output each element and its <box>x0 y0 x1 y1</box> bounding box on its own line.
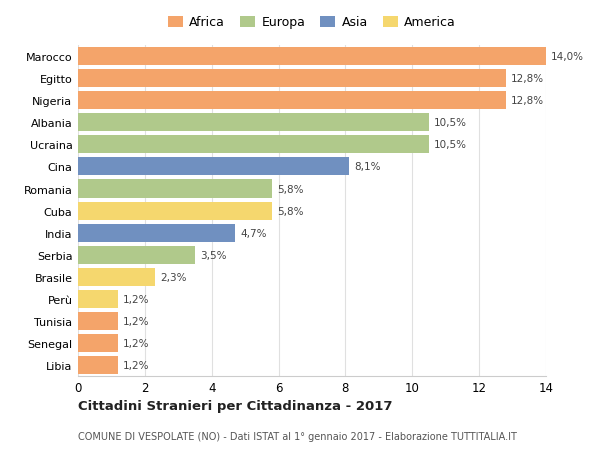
Text: 1,2%: 1,2% <box>123 360 149 370</box>
Text: 10,5%: 10,5% <box>434 140 467 150</box>
Bar <box>78 356 118 375</box>
Legend: Africa, Europa, Asia, America: Africa, Europa, Asia, America <box>164 12 460 33</box>
Bar <box>78 268 155 286</box>
Text: 14,0%: 14,0% <box>551 52 584 62</box>
Text: 10,5%: 10,5% <box>434 118 467 128</box>
Bar <box>78 290 118 308</box>
Bar <box>78 312 118 330</box>
Text: 8,1%: 8,1% <box>354 162 380 172</box>
Text: 3,5%: 3,5% <box>200 250 227 260</box>
Text: 1,2%: 1,2% <box>123 338 149 348</box>
Bar <box>78 180 272 198</box>
Text: 12,8%: 12,8% <box>511 96 544 106</box>
Bar <box>78 48 546 66</box>
Text: 1,2%: 1,2% <box>123 316 149 326</box>
Bar <box>78 92 506 110</box>
Bar <box>78 158 349 176</box>
Text: 4,7%: 4,7% <box>240 228 266 238</box>
Bar <box>78 202 272 220</box>
Bar <box>78 136 429 154</box>
Text: 1,2%: 1,2% <box>123 294 149 304</box>
Text: COMUNE DI VESPOLATE (NO) - Dati ISTAT al 1° gennaio 2017 - Elaborazione TUTTITAL: COMUNE DI VESPOLATE (NO) - Dati ISTAT al… <box>78 431 517 442</box>
Bar <box>78 70 506 88</box>
Text: 2,3%: 2,3% <box>160 272 187 282</box>
Bar <box>78 246 195 264</box>
Bar <box>78 224 235 242</box>
Text: 12,8%: 12,8% <box>511 74 544 84</box>
Text: 5,8%: 5,8% <box>277 206 304 216</box>
Bar <box>78 334 118 353</box>
Bar <box>78 114 429 132</box>
Text: Cittadini Stranieri per Cittadinanza - 2017: Cittadini Stranieri per Cittadinanza - 2… <box>78 399 392 412</box>
Text: 5,8%: 5,8% <box>277 184 304 194</box>
